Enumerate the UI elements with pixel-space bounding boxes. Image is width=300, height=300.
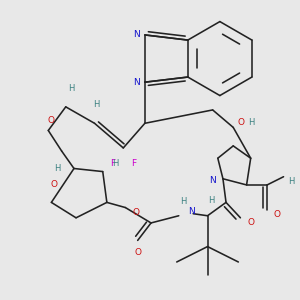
Text: N: N: [209, 176, 216, 185]
Text: O: O: [51, 180, 58, 189]
Text: O: O: [134, 248, 141, 257]
Text: N: N: [133, 78, 140, 87]
Text: O: O: [132, 208, 139, 217]
Text: H: H: [289, 177, 295, 186]
Text: F: F: [131, 159, 136, 168]
Text: H: H: [54, 164, 61, 173]
Text: N: N: [133, 30, 140, 39]
Text: H: H: [180, 197, 186, 206]
Text: H: H: [93, 100, 100, 109]
Text: O: O: [247, 218, 254, 227]
Text: N: N: [188, 207, 194, 216]
Text: H: H: [248, 118, 255, 127]
Text: H: H: [112, 159, 118, 168]
Text: H: H: [208, 196, 215, 205]
Text: O: O: [48, 116, 55, 125]
Text: O: O: [274, 210, 281, 219]
Text: F: F: [110, 159, 116, 168]
Text: O: O: [238, 118, 245, 127]
Text: H: H: [68, 84, 74, 93]
